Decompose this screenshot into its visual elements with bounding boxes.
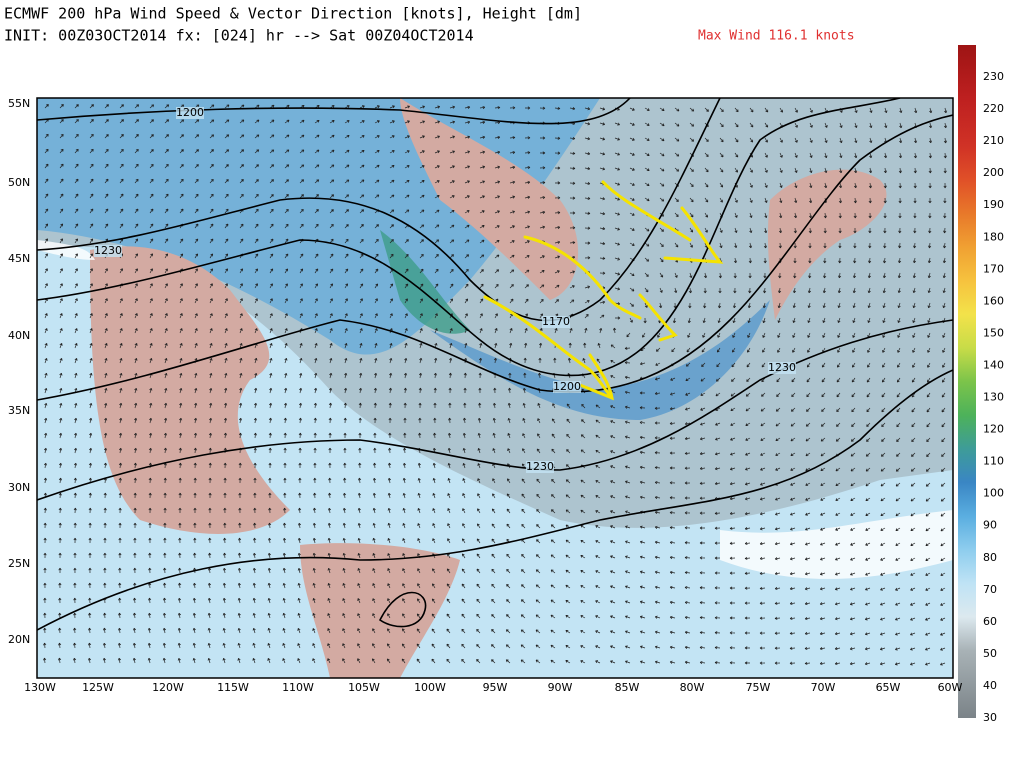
land [90, 246, 290, 534]
colorbar-label: 140 [983, 358, 1004, 371]
colorbar-label: 90 [983, 519, 997, 532]
colorbar-label: 70 [983, 583, 997, 596]
colorbar-label: 40 [983, 679, 997, 692]
contour-label-bg [176, 107, 204, 119]
colorbar-label: 50 [983, 647, 997, 660]
colorbar-label: 220 [983, 102, 1004, 115]
lon-label: 120W [152, 681, 184, 694]
colorbar-label: 200 [983, 166, 1004, 179]
contour-label: 1200 [553, 380, 581, 393]
calm-zone [37, 240, 953, 579]
colorbar-label: 120 [983, 423, 1004, 436]
colorbar-label: 80 [983, 551, 997, 564]
jet-core [430, 300, 770, 420]
map-frame [36, 97, 954, 679]
colorbar-label: 110 [983, 455, 1004, 468]
contour-label: 1170 [542, 315, 570, 328]
contour-label: 1230 [526, 460, 554, 473]
colorbar-label: 180 [983, 230, 1004, 243]
colorbar-label: 60 [983, 615, 997, 628]
lon-label: 100W [414, 681, 446, 694]
wind-arrows [43, 104, 948, 666]
colorbar-label: 210 [983, 134, 1004, 147]
colorbar-label: 170 [983, 262, 1004, 275]
lat-label: 20N [8, 633, 30, 646]
contour-label-bg [526, 461, 554, 473]
annotation-arrows [483, 180, 724, 401]
lon-label: 130W [24, 681, 56, 694]
lon-label: 125W [82, 681, 114, 694]
lon-label: 65W [876, 681, 901, 694]
lat-label: 30N [8, 481, 30, 494]
lat-label: 40N [8, 329, 30, 342]
lon-label: 85W [615, 681, 640, 694]
subtitle: INIT: 00Z03OCT2014 fx: [024] hr --> Sat … [4, 27, 474, 45]
contour-label-bg [768, 362, 796, 374]
lon-label: 60W [938, 681, 963, 694]
colorbar-label: 230 [983, 70, 1004, 83]
lon-label: 80W [680, 681, 705, 694]
wind-vectors [43, 104, 948, 666]
contour-label: 1230 [768, 361, 796, 374]
land [767, 169, 887, 320]
colorbar-label: 190 [983, 198, 1004, 211]
lon-label: 105W [348, 681, 380, 694]
lat-label: 50N [8, 176, 30, 189]
colorbar [958, 45, 976, 718]
jet-max [380, 230, 470, 334]
land [300, 543, 460, 678]
lon-label: 90W [548, 681, 573, 694]
lat-label: 25N [8, 557, 30, 570]
contour-label-bg [94, 245, 122, 257]
colorbar-label: 160 [983, 294, 1004, 307]
contour-label-bg [542, 316, 570, 328]
lon-label: 115W [217, 681, 249, 694]
land [400, 98, 579, 300]
contour-label: 1200 [176, 106, 204, 119]
lat-label: 45N [8, 252, 30, 265]
lon-label: 70W [811, 681, 836, 694]
lon-label: 110W [282, 681, 314, 694]
lon-label: 75W [746, 681, 771, 694]
colorbar-label: 100 [983, 487, 1004, 500]
colorbar-label: 130 [983, 391, 1004, 404]
contour-label-bg [553, 381, 581, 393]
colorbar-label: 150 [983, 326, 1004, 339]
contour-label: 1230 [94, 244, 122, 257]
title: ECMWF 200 hPa Wind Speed & Vector Direct… [4, 5, 582, 23]
map [37, 98, 953, 678]
max-wind: Max Wind 116.1 knots [698, 29, 855, 44]
lon-label: 95W [483, 681, 508, 694]
lat-label: 55N [8, 97, 30, 110]
lat-label: 35N [8, 404, 30, 417]
colorbar-label: 30 [983, 711, 997, 724]
